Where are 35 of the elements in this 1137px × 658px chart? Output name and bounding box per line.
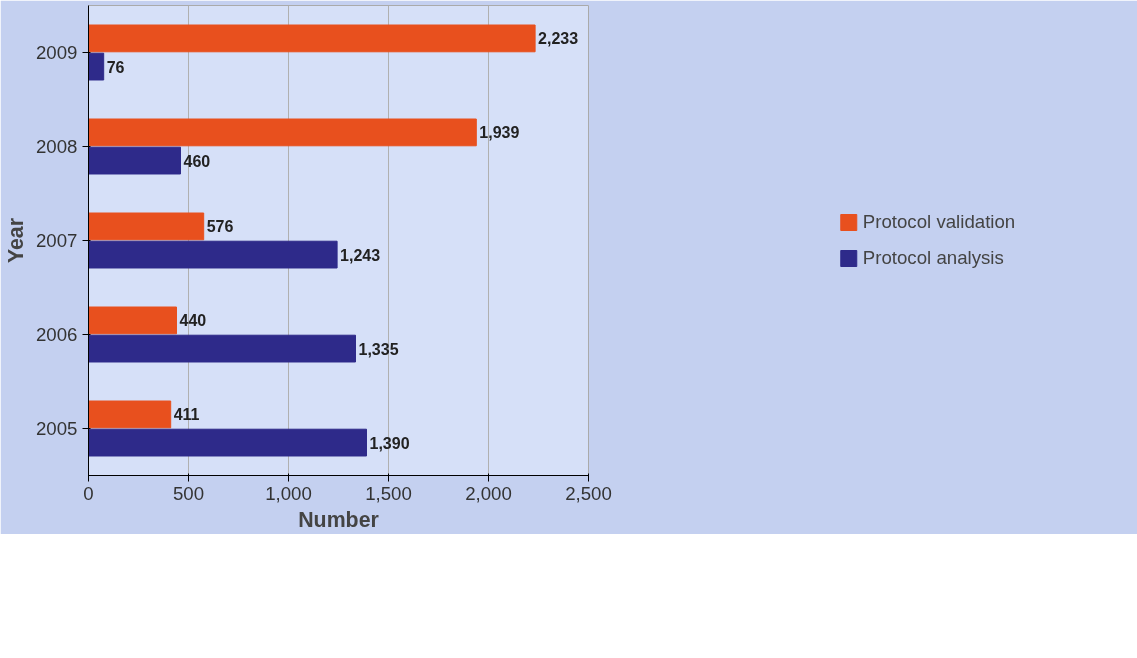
- bar: [88, 428, 367, 457]
- x-tick-label: 2,500: [565, 482, 612, 504]
- bar: [88, 240, 338, 269]
- legend-label: Protocol analysis: [862, 247, 1004, 269]
- data-label: 1,390: [369, 434, 410, 452]
- data-label: 76: [106, 58, 125, 76]
- data-label: 440: [179, 312, 207, 330]
- data-label: 460: [183, 152, 211, 170]
- x-axis-title: Number: [298, 507, 379, 532]
- data-label: 576: [206, 218, 234, 236]
- bar: [88, 306, 177, 335]
- y-axis-title: Year: [4, 217, 28, 264]
- x-tick-label: 500: [172, 482, 205, 504]
- legend-label: Protocol validation: [862, 211, 1016, 233]
- y-tick-label: 2008: [36, 136, 78, 157]
- x-tick-label: 1,500: [365, 482, 412, 504]
- y-tick-label: 2006: [36, 324, 78, 345]
- x-tick-label: 0: [83, 482, 94, 504]
- bar: [88, 24, 536, 53]
- data-label: 1,243: [340, 246, 381, 264]
- data-label: 2,233: [538, 30, 579, 48]
- bar: [88, 334, 356, 363]
- bar: [88, 146, 181, 175]
- y-tick-label: 2009: [36, 42, 78, 63]
- bar: [88, 212, 205, 241]
- x-tick-label: 2,000: [465, 482, 512, 504]
- y-tick-label: 2007: [36, 230, 78, 251]
- data-label: 411: [173, 406, 200, 424]
- bar: [88, 52, 105, 81]
- x-tick-label: 1,000: [265, 482, 312, 504]
- bar: [88, 118, 477, 147]
- y-tick-label: 2005: [36, 418, 78, 439]
- data-label: 1,335: [358, 340, 399, 358]
- data-label: 1,939: [479, 124, 520, 142]
- bar: [88, 400, 172, 429]
